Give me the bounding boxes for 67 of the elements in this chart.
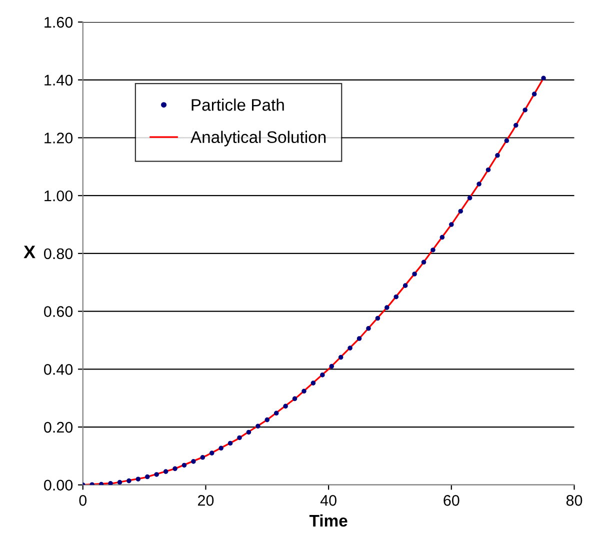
point xyxy=(274,410,279,416)
point xyxy=(532,92,537,96)
x-tick-label: 0 xyxy=(79,495,87,506)
x-tick-label: 40 xyxy=(320,495,336,506)
point xyxy=(449,222,454,227)
point xyxy=(476,182,482,186)
point xyxy=(356,336,362,341)
point xyxy=(440,234,445,240)
x-axis-title: Time xyxy=(309,514,348,527)
x-tick-label: 60 xyxy=(444,495,460,506)
point xyxy=(402,283,408,288)
point xyxy=(348,346,352,350)
point xyxy=(126,478,132,484)
x-tick-label: 80 xyxy=(566,495,582,506)
point xyxy=(228,440,233,446)
y-tick-label: 0.60 xyxy=(44,306,73,317)
point xyxy=(163,469,168,474)
point xyxy=(144,474,150,480)
legend-label: Analytical Solution xyxy=(190,130,326,146)
point xyxy=(191,459,196,464)
y-tick-label: 0.40 xyxy=(44,364,73,375)
point xyxy=(310,380,316,386)
point xyxy=(256,424,260,429)
y-axis-title: X xyxy=(24,246,36,258)
y-tick-label: 1.20 xyxy=(44,132,73,144)
y-tick-label: 0.80 xyxy=(44,248,73,260)
point xyxy=(504,138,510,144)
point xyxy=(329,364,334,369)
point xyxy=(522,108,528,112)
point xyxy=(375,316,380,321)
point xyxy=(412,272,417,276)
point xyxy=(136,476,141,482)
y-tick-label: 0.00 xyxy=(44,480,73,491)
point xyxy=(154,472,159,477)
point xyxy=(292,396,298,402)
point xyxy=(366,326,371,331)
y-tick-label: 1.00 xyxy=(44,190,73,202)
point xyxy=(394,294,399,300)
point xyxy=(320,372,325,378)
point xyxy=(108,481,113,485)
point xyxy=(246,430,252,435)
y-tick-label: 1.40 xyxy=(44,74,73,86)
point xyxy=(338,354,344,360)
point xyxy=(200,455,206,460)
point xyxy=(384,305,390,310)
y-tick-label: 0.20 xyxy=(44,422,73,433)
point xyxy=(421,260,426,265)
point xyxy=(467,196,472,200)
line-series xyxy=(82,77,544,485)
point xyxy=(302,388,306,394)
point xyxy=(513,122,518,128)
point xyxy=(486,167,491,172)
point xyxy=(430,248,436,252)
point xyxy=(117,480,122,485)
point xyxy=(283,404,288,409)
point xyxy=(458,208,464,214)
point xyxy=(264,417,270,422)
y-tick-label: 1.60 xyxy=(44,16,73,28)
point xyxy=(218,446,224,451)
point xyxy=(182,462,187,468)
point xyxy=(237,435,242,440)
point xyxy=(209,450,214,456)
point xyxy=(541,76,546,81)
point xyxy=(172,466,178,472)
legend-label: Particle Path xyxy=(192,98,284,111)
point xyxy=(495,153,500,158)
x-tick-label: 20 xyxy=(198,495,214,506)
